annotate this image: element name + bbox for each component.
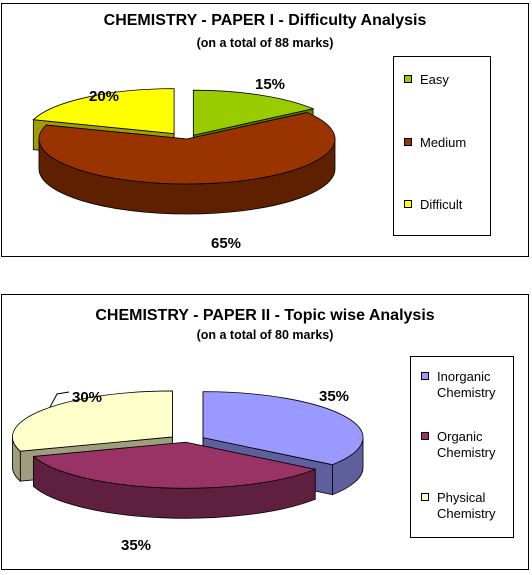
chart-subtitle: (on a total of 88 marks) <box>196 36 334 50</box>
data-label: 65% <box>211 235 241 252</box>
legend-swatch <box>404 75 412 83</box>
legend-swatch <box>421 432 429 440</box>
legend-swatch <box>421 493 429 501</box>
pie-slice-organic-chemistry <box>32 441 317 519</box>
chart-subtitle: (on a total of 80 marks) <box>196 328 334 342</box>
pie-slice-top <box>38 112 336 185</box>
data-label: 30% <box>72 389 102 406</box>
pie-slices <box>12 390 364 519</box>
data-label: 35% <box>121 537 151 554</box>
pie-slices <box>32 88 336 215</box>
legend-swatch <box>421 372 429 380</box>
pie-chart-1: 15% 65% 20% <box>32 76 336 252</box>
pie-slice-top <box>192 89 315 136</box>
pie-slice-medium <box>38 112 336 215</box>
pie-slice-top <box>12 390 173 452</box>
pie-slice-top <box>202 391 364 466</box>
legend: Easy Medium Difficult <box>393 56 491 236</box>
pie-slice-top <box>32 88 175 135</box>
legend-swatch <box>404 138 412 146</box>
data-label: 15% <box>255 76 285 93</box>
data-label: 35% <box>319 388 349 405</box>
legend: Inorganic Chemistry Organic Chemistry Ph… <box>410 356 514 538</box>
pie-slice-top <box>32 441 317 489</box>
chart-title: CHEMISTRY - PAPER II - Topic wise Analys… <box>95 307 435 324</box>
leader-line <box>49 391 70 408</box>
data-label: 20% <box>89 88 119 105</box>
pie-chart-2: 35% 35% 30% <box>12 388 364 554</box>
chart-paper-2: CHEMISTRY - PAPER II - Topic wise Analys… <box>1 294 529 570</box>
legend-swatch <box>404 200 412 208</box>
chart-title: CHEMISTRY - PAPER I - Difficulty Analysi… <box>103 12 427 29</box>
chart-paper-1: CHEMISTRY - PAPER I - Difficulty Analysi… <box>1 3 529 257</box>
